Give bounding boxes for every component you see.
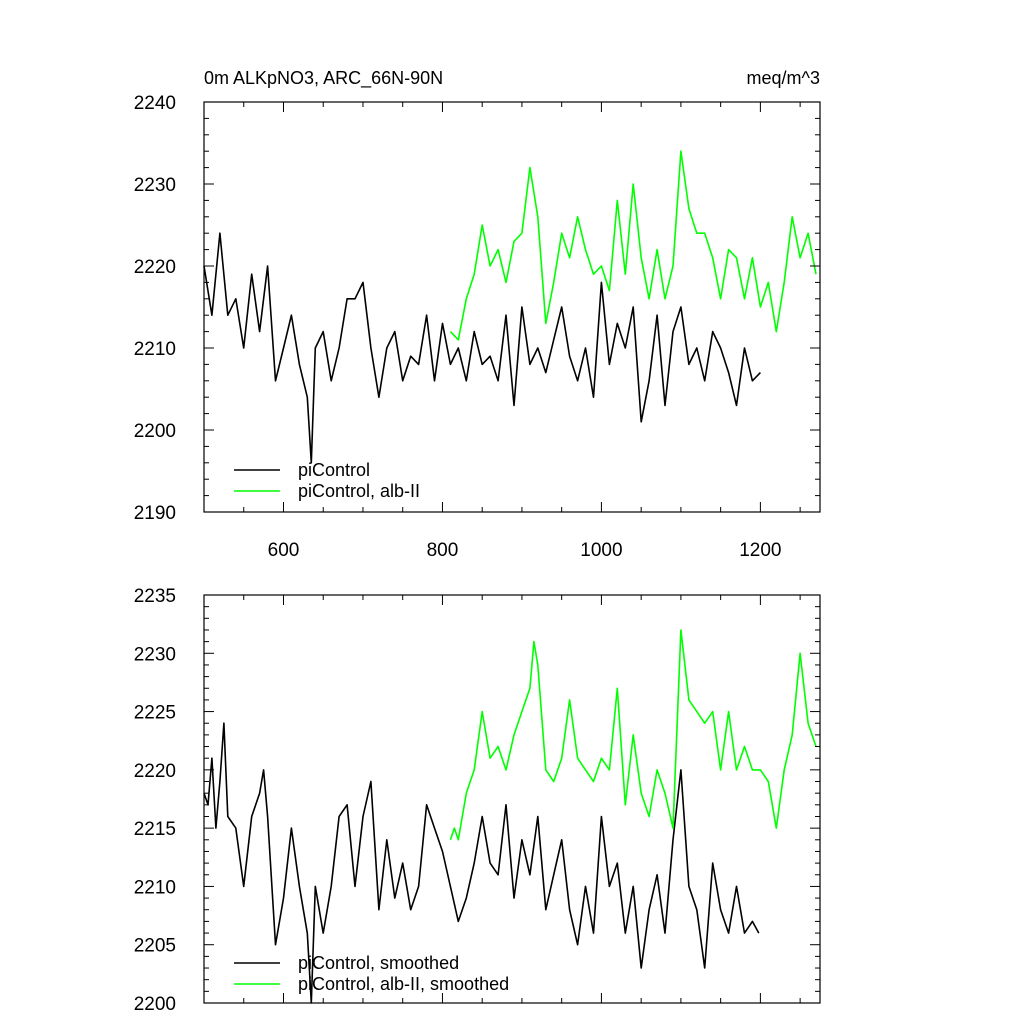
plot-frame	[203, 101, 821, 513]
y-tick-label: 2190	[134, 503, 176, 524]
x-tick-label: 1000	[580, 540, 622, 561]
bottom-plot-panel: 2200 2205 2210 2215 2220 2225 2230 2235 piContro…	[134, 586, 821, 1015]
y-tick-label: 2210	[134, 877, 176, 898]
y-tick-label: 2220	[134, 761, 176, 782]
series-line-picontrol	[203, 232, 761, 464]
series-line-alb-ii	[449, 629, 817, 841]
y-tick-label: 2225	[134, 703, 176, 724]
y-tick-label: 2200	[134, 994, 176, 1015]
y-tick-label: 2205	[134, 936, 176, 957]
y-tick-label: 2235	[134, 586, 176, 607]
y-tick-label: 2200	[134, 421, 176, 442]
plot-frame	[203, 594, 821, 1004]
legend-label: piControl	[298, 460, 370, 480]
series-line-picontrol	[203, 722, 760, 1004]
y-tick-label: 2220	[134, 257, 176, 278]
y-tick-label: 2230	[134, 644, 176, 665]
units-label: meq/m^3	[747, 68, 820, 88]
legend-label: piControl, alb-II, smoothed	[298, 974, 509, 994]
y-tick-label: 2230	[134, 175, 176, 196]
x-tick-label: 600	[268, 540, 300, 561]
x-tick-label: 800	[427, 540, 459, 561]
y-tick-label: 2240	[134, 93, 176, 114]
legend-label: piControl, smoothed	[298, 953, 459, 973]
x-tick-label: 1200	[739, 540, 781, 561]
series-line-alb-ii	[449, 150, 817, 341]
y-tick-label: 2210	[134, 339, 176, 360]
top-plot-panel: 2190 2200 2210 2220 2230 2240 600 800 1000 1200 pi…	[134, 93, 821, 561]
y-tick-label: 2215	[134, 819, 176, 840]
chart-title: 0m ALKpNO3, ARC_66N-90N	[204, 68, 443, 89]
legend-label: piControl, alb-II	[298, 481, 420, 501]
